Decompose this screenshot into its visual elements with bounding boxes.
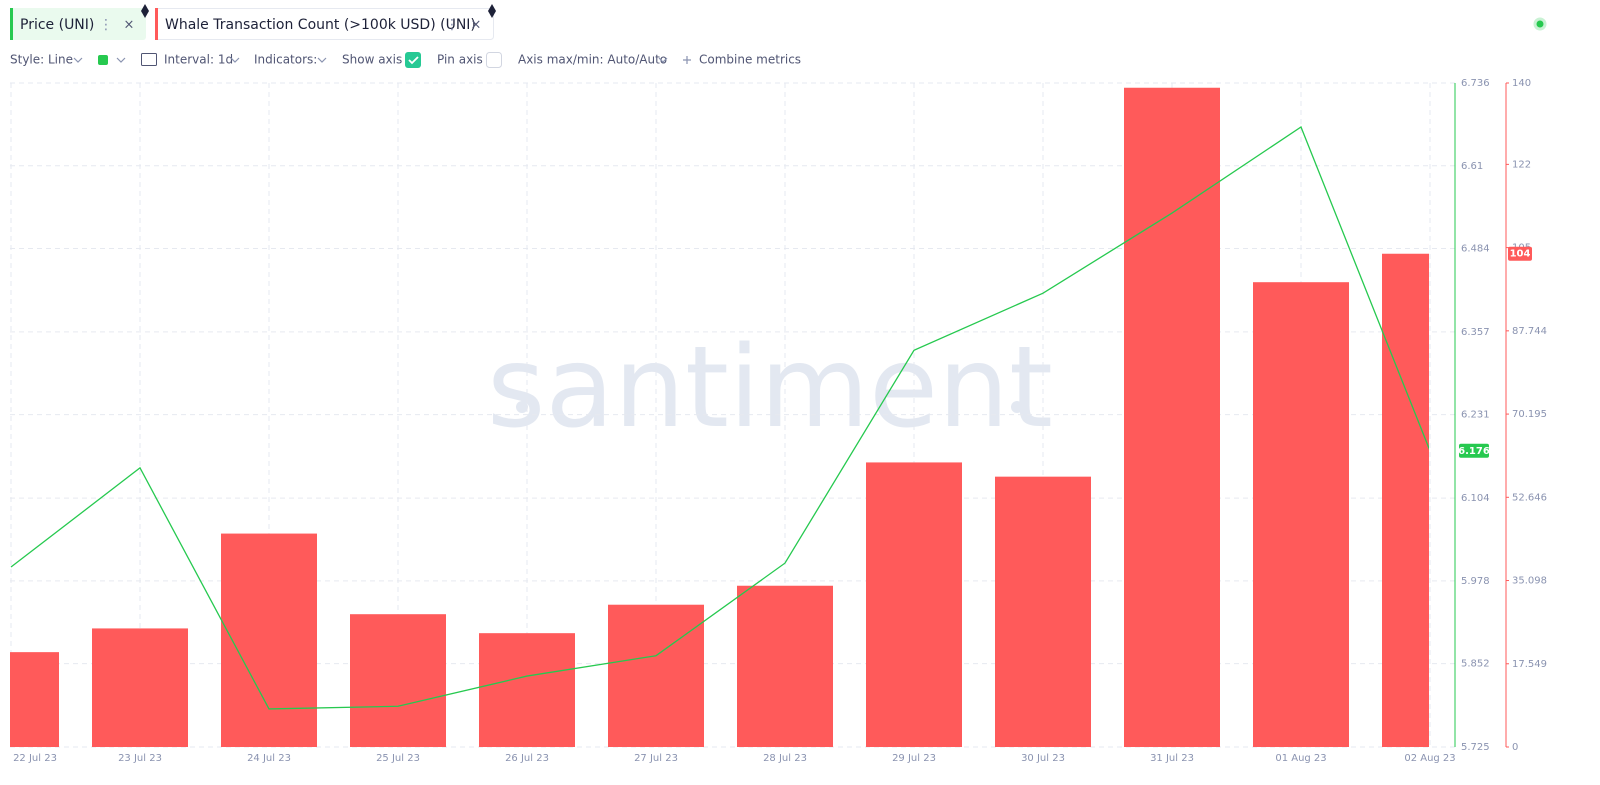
x-tick-label: 30 Jul 23 <box>1021 753 1065 764</box>
x-tick-label: 31 Jul 23 <box>1150 753 1194 764</box>
y2-tick-label: 140 <box>1512 78 1531 89</box>
watermark: santiment <box>487 323 1053 453</box>
y2-tick-label: 0 <box>1512 742 1518 753</box>
watermark-dot <box>1011 401 1023 413</box>
style-button[interactable]: Style: Line <box>10 53 73 67</box>
watermark-text: santiment <box>487 323 1053 453</box>
y-tick-label: 6.104 <box>1461 493 1490 504</box>
check-icon <box>408 56 419 65</box>
y-tick-label: 6.484 <box>1461 244 1490 255</box>
axes: 22 Jul 23 23 Jul 23 24 Jul 23 25 Jul 23 26 J… <box>13 78 1547 764</box>
interval-button[interactable]: Interval: 1d <box>164 53 233 67</box>
menu-icon[interactable]: ⋮ <box>99 17 113 33</box>
y-tick-label: 6.357 <box>1461 327 1490 338</box>
checkbox-checked[interactable] <box>405 52 421 68</box>
bar <box>608 604 704 747</box>
toolbar: Style: Line Interval: 1d Indicators: Sho… <box>10 52 801 68</box>
y-tick-label: 5.852 <box>1461 659 1490 670</box>
y-tick-label: 6.736 <box>1461 78 1490 89</box>
close-icon[interactable]: × <box>124 18 135 33</box>
bar <box>995 476 1091 747</box>
y2-tick-label: 35.098 <box>1512 576 1547 587</box>
x-tick-label: 01 Aug 23 <box>1275 753 1326 764</box>
chevron <box>230 57 240 63</box>
checkbox[interactable] <box>486 52 502 68</box>
bar <box>1124 87 1220 747</box>
chevron <box>658 57 668 63</box>
status-dot <box>1533 17 1547 31</box>
chevron <box>116 57 126 63</box>
eth-icon <box>141 4 149 18</box>
watermark-dot <box>516 401 528 413</box>
bar <box>350 614 446 747</box>
x-tick-label: 24 Jul 23 <box>247 753 291 764</box>
y2-tick-label: 122 <box>1512 159 1531 170</box>
x-tick-label: 26 Jul 23 <box>505 753 549 764</box>
last-value-label: 104 <box>1510 249 1531 260</box>
y-tick-label: 5.725 <box>1461 742 1490 753</box>
bar <box>479 633 575 747</box>
y2-tick-label: 52.646 <box>1512 492 1547 503</box>
legend-label: Price (UNI) <box>20 17 94 33</box>
y2-tick-label: 70.195 <box>1512 409 1547 420</box>
y-tick-label: 5.978 <box>1461 576 1490 587</box>
plot <box>10 87 1429 747</box>
y-tick-label: 6.61 <box>1461 161 1483 172</box>
bar <box>10 652 59 747</box>
bar <box>1382 253 1429 747</box>
chevron <box>73 57 83 63</box>
indicators-button[interactable]: Indicators: <box>254 53 317 67</box>
close-icon[interactable]: × <box>471 18 482 33</box>
x-tick-label: 27 Jul 23 <box>634 753 678 764</box>
legend: Price (UNI) ⋮ × Whale Transaction Count … <box>10 4 1547 40</box>
x-tick-label: 28 Jul 23 <box>763 753 807 764</box>
chip-marker <box>155 8 158 40</box>
x-tick-label: 22 Jul 23 <box>13 753 57 764</box>
bar <box>92 628 188 747</box>
price-line <box>10 126 1429 710</box>
legend-label: Whale Transaction Count (>100k USD) (UNI… <box>165 17 476 33</box>
bar <box>1253 282 1349 747</box>
y-tick-label: 6.231 <box>1461 410 1490 421</box>
bar <box>221 533 317 747</box>
combine-button[interactable]: Combine metrics <box>699 53 801 67</box>
show-axis-label: Show axis <box>342 53 402 67</box>
bar <box>866 462 962 747</box>
last-value-label: 6.176 <box>1458 446 1490 457</box>
last-value-tag <box>1459 443 1489 458</box>
chip-marker <box>10 8 13 40</box>
y2-tick-label: 17.549 <box>1512 659 1547 670</box>
pin-axis-label: Pin axis <box>437 53 483 67</box>
plus-icon <box>683 56 691 64</box>
chip[interactable] <box>10 8 146 40</box>
calendar-icon <box>141 53 157 66</box>
axis-minmax-button[interactable]: Axis max/min: Auto/Auto <box>518 53 667 67</box>
x-tick-label: 23 Jul 23 <box>118 753 162 764</box>
y2-tick-label: 87.744 <box>1512 326 1547 337</box>
bar <box>737 585 833 747</box>
menu-icon[interactable]: ⋮ <box>445 17 459 33</box>
x-tick-label: 25 Jul 23 <box>376 753 420 764</box>
x-tick-label: 02 Aug 23 <box>1404 753 1455 764</box>
eth-icon <box>488 4 496 18</box>
chevron <box>317 57 327 63</box>
x-tick-label: 29 Jul 23 <box>892 753 936 764</box>
color-button[interactable] <box>98 55 108 65</box>
last-value-tag <box>1508 246 1532 261</box>
